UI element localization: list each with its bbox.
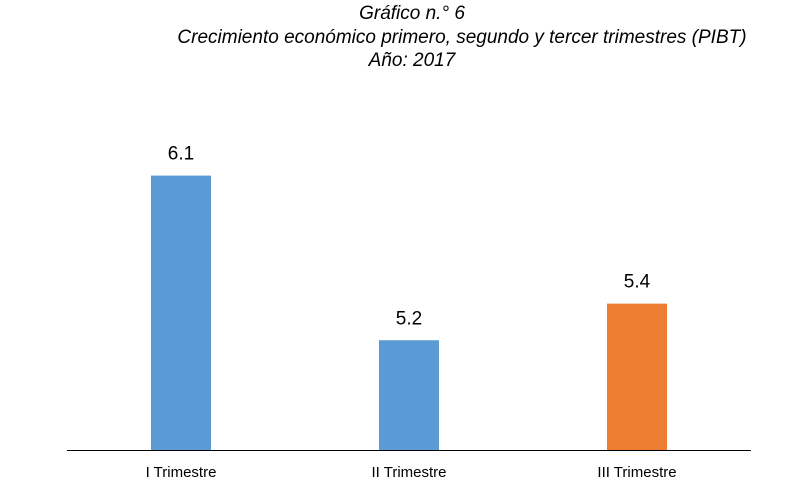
data-label: 5.4: [624, 272, 651, 293]
data-label: 5.2: [396, 308, 422, 329]
bar: [379, 340, 439, 450]
bar: [607, 303, 667, 450]
chart-title: Año: 2017: [368, 50, 457, 71]
x-tick-label: III Trimestre: [597, 464, 676, 481]
x-tick-label: II Trimestre: [371, 464, 446, 481]
bar: [151, 175, 211, 450]
chart-title: Gráfico n.° 6: [359, 3, 465, 24]
data-label: 6.1: [168, 144, 194, 165]
chart-title: Crecimiento económico primero, segundo y…: [177, 27, 746, 48]
x-tick-label: I Trimestre: [146, 464, 217, 481]
